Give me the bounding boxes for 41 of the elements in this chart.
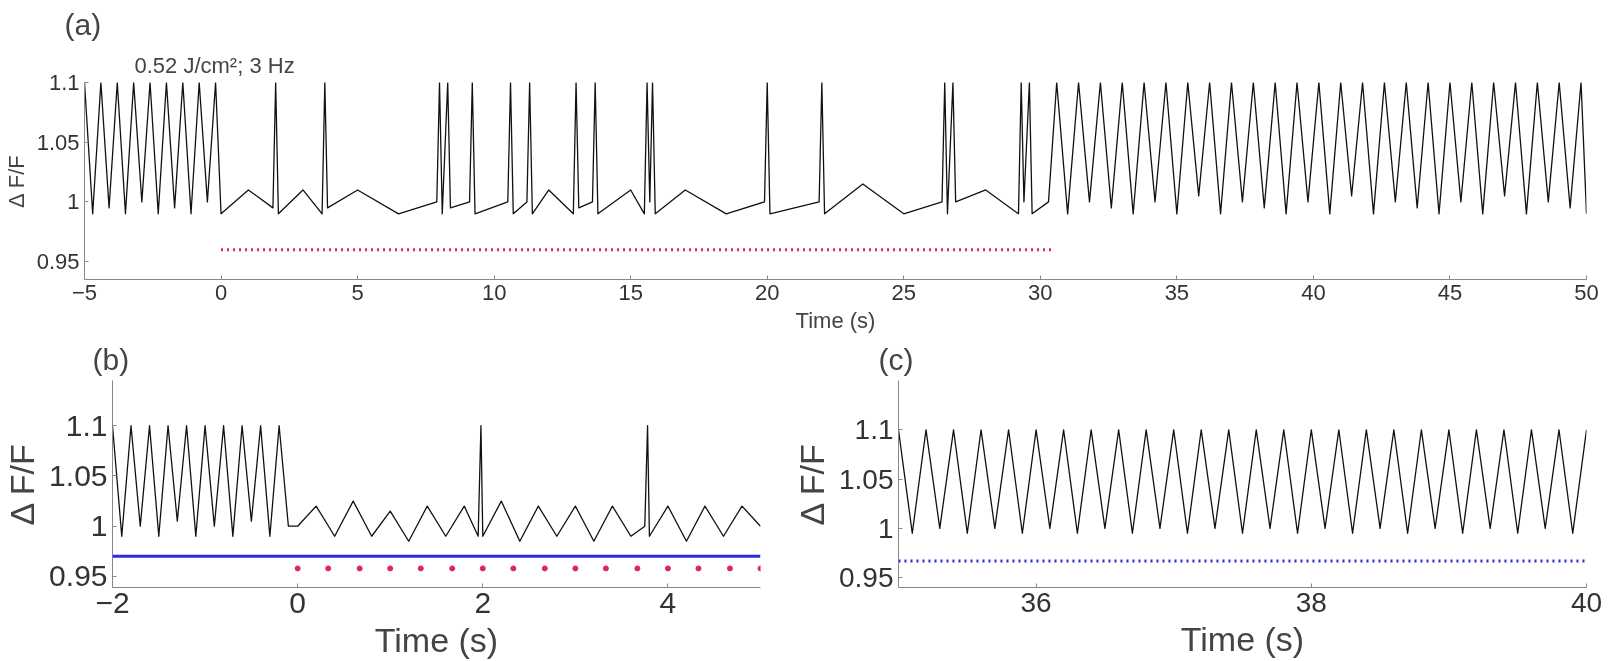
chart-title: (a) (64, 7, 102, 41)
y-tick-label: 1.05 (49, 458, 108, 492)
x-tick-label: 10 (481, 279, 507, 305)
x-tick-label: 30 (1028, 279, 1053, 305)
x-tick-label: 0 (214, 279, 228, 305)
y-axis-title: Δ F/F (3, 444, 42, 526)
y-tick-label: 1.1 (48, 70, 80, 95)
x-tick-label: 4 (659, 585, 677, 619)
x-tick-label: 2 (474, 585, 492, 619)
x-tick-label: 45 (1437, 279, 1463, 305)
x-tick-label: 0 (289, 585, 306, 619)
x-tick-label: 40 (1570, 586, 1603, 618)
line-series (112, 425, 761, 542)
x-axis-title: Time (s) (795, 307, 876, 333)
y-axis-title: Δ F/F (793, 444, 831, 526)
y-tick-label: 1.1 (65, 408, 108, 442)
y-tick-label: 1 (67, 189, 80, 215)
text: 0.52 J/cm²; 3 Hz (134, 52, 295, 78)
y-tick-label: 1.05 (36, 129, 80, 155)
x-tick-label: 25 (891, 279, 917, 305)
x-tick-label: 15 (618, 279, 643, 305)
line-series (84, 82, 1587, 215)
x-tick-label: 5 (351, 279, 364, 305)
x-axis-title: Time (s) (374, 620, 499, 659)
x-axis-title: Time (s) (1180, 619, 1305, 658)
y-tick-label: 1 (90, 509, 108, 543)
chart-title: (b) (92, 342, 130, 376)
y-tick-label: 1 (877, 512, 894, 544)
x-tick-label: 40 (1301, 279, 1326, 305)
x-tick-label: 38 (1295, 586, 1327, 618)
y-tick-label: 0.95 (839, 562, 894, 594)
chart-title: (c) (878, 342, 914, 376)
x-tick-label: −5 (71, 279, 98, 305)
y-tick-label: 1.1 (854, 414, 894, 446)
x-tick-label: 36 (1020, 586, 1052, 618)
y-axis-title: Δ F/F (3, 155, 29, 208)
x-tick-label: 50 (1574, 279, 1599, 305)
x-tick-label: 35 (1164, 279, 1190, 305)
y-tick-label: 0.95 (36, 249, 80, 275)
y-tick-label: 1.05 (839, 463, 894, 495)
x-tick-label: 20 (754, 279, 780, 305)
